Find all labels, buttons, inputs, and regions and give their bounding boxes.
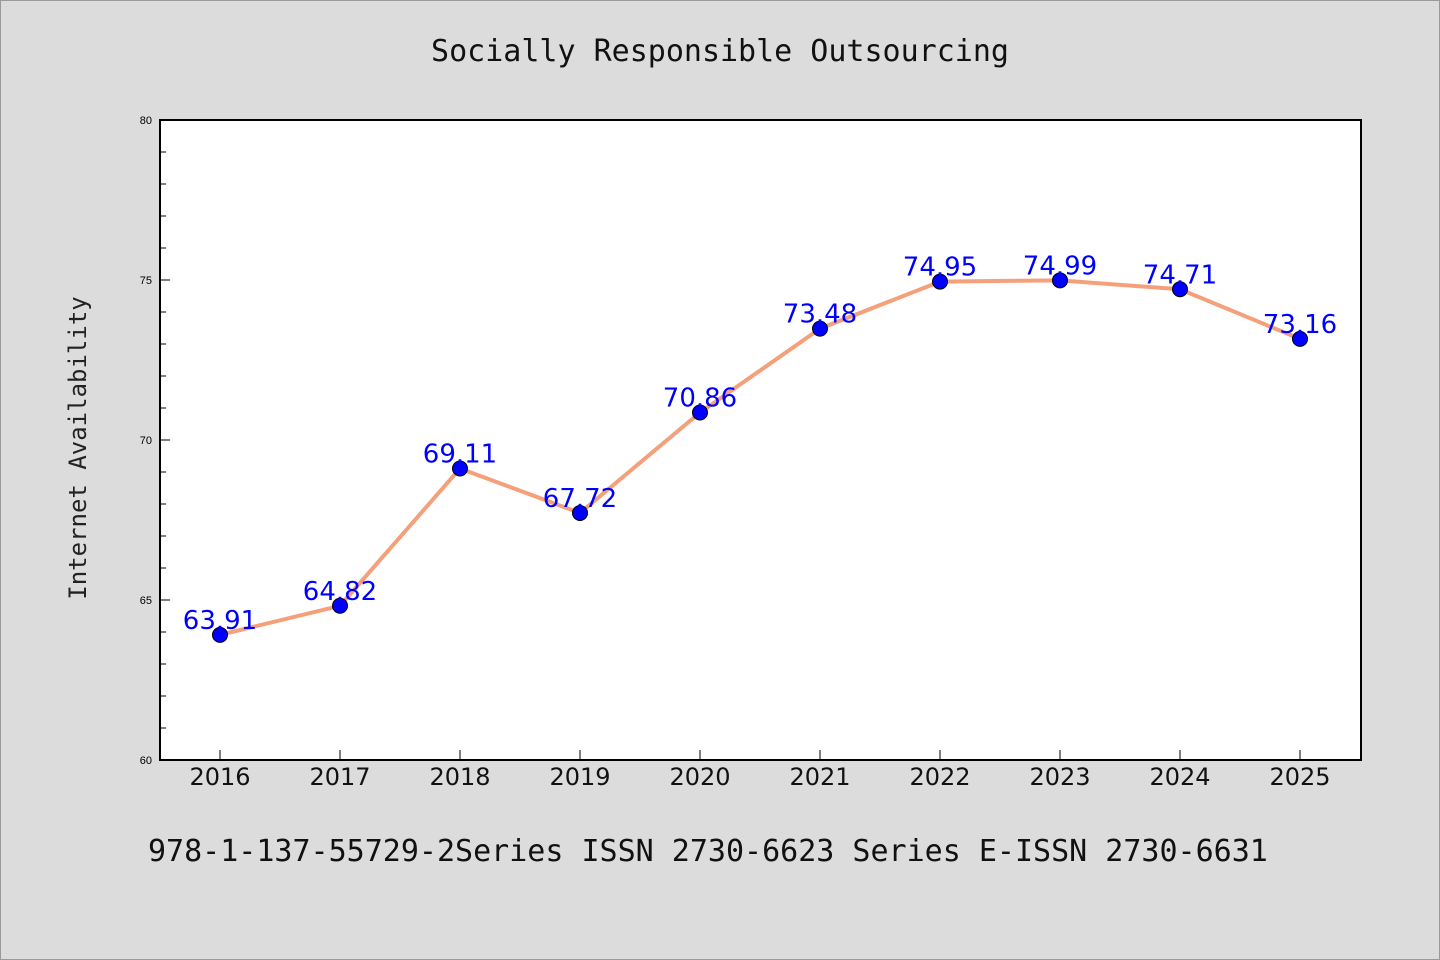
data-label: 70.86 [663, 383, 737, 413]
data-point [1172, 281, 1188, 298]
y-tick-label: 75 [140, 275, 152, 287]
data-point [1292, 330, 1308, 347]
y-tick-label: 65 [140, 595, 152, 607]
x-tick-label: 2016 [189, 763, 250, 791]
data-label: 74.95 [903, 253, 977, 283]
plot-area [159, 119, 1362, 761]
data-point [1052, 272, 1068, 289]
x-tick-label: 2018 [429, 763, 490, 791]
data-label: 74.71 [1143, 260, 1217, 290]
data-label: 74.99 [1023, 251, 1097, 281]
y-tick-label: 70 [140, 435, 152, 447]
data-point [932, 273, 948, 290]
x-tick-label: 2020 [669, 763, 730, 791]
data-label: 73.16 [1263, 310, 1337, 340]
y-tick-label: 60 [140, 755, 152, 767]
data-point [212, 626, 228, 643]
data-point [572, 504, 588, 521]
series-line [218, 278, 1302, 637]
data-label: 67.72 [543, 484, 617, 514]
data-label: 73.48 [783, 300, 857, 330]
footnote: 978-1-137-55729-2Series ISSN 2730-6623 S… [148, 834, 1268, 869]
x-tick-label: 2022 [909, 763, 970, 791]
chart-title: Socially Responsible Outsourcing [431, 34, 1009, 69]
x-tick-label: 2021 [789, 763, 850, 791]
data-label: 64.82 [303, 577, 377, 607]
data-point [452, 460, 468, 477]
data-label: 69.11 [423, 439, 497, 469]
x-tick-label: 2019 [549, 763, 610, 791]
y-tick-label: 80 [140, 115, 152, 127]
data-label: 63.91 [183, 606, 257, 636]
x-tick-label: 2024 [1149, 763, 1210, 791]
x-tick-label: 2017 [309, 763, 370, 791]
data-point [332, 597, 348, 614]
data-point [692, 404, 708, 421]
data-labels: 63.91 64.82 69.11 67.72 70.86 73.48 74.95 74.99… [183, 251, 1337, 636]
x-tick-label: 2023 [1029, 763, 1090, 791]
axis-ticks: 60 65 70 75 80 2016 2017 2018 2019 2020 2021 2022 20… [140, 115, 1331, 791]
x-tick-label: 2025 [1269, 763, 1330, 791]
data-points [212, 272, 1308, 643]
data-point [812, 320, 828, 337]
